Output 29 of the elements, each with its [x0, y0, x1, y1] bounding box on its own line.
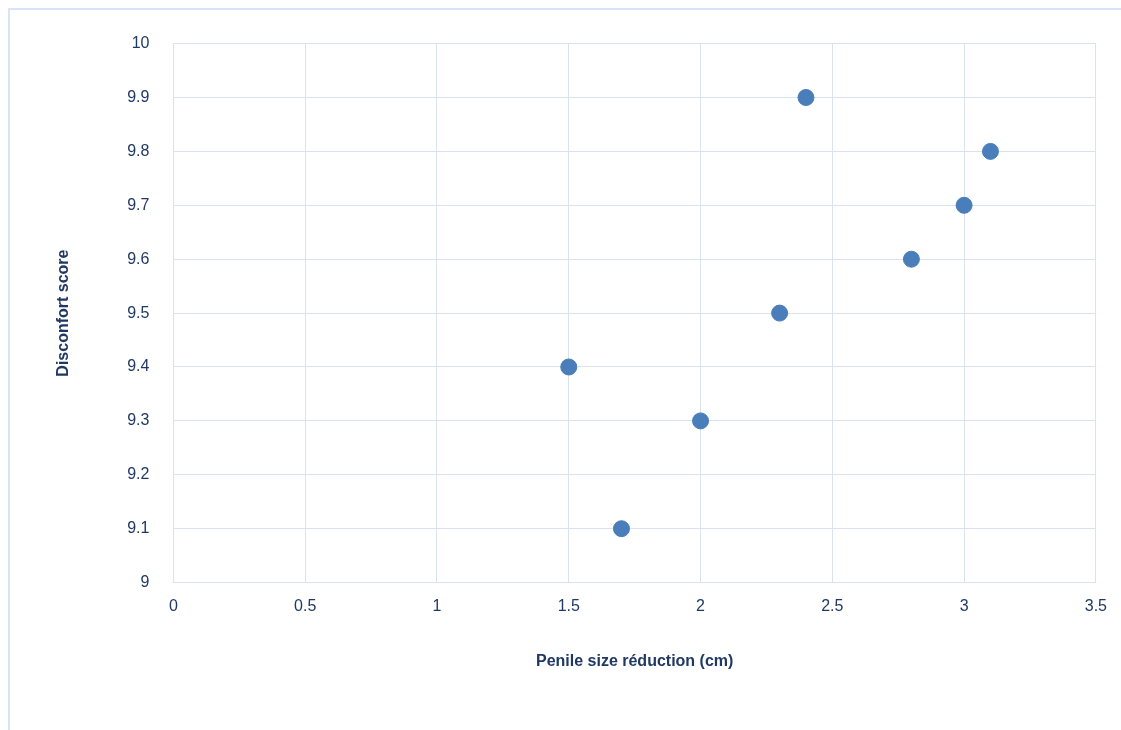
point — [692, 412, 710, 430]
point — [612, 520, 630, 538]
x-tick-label: 0 — [168, 596, 178, 614]
point — [560, 358, 578, 376]
y-tick-label: 9.9 — [127, 87, 150, 105]
point — [955, 196, 973, 214]
y-tick-label: 9 — [140, 573, 150, 591]
y-tick-label: 9.8 — [127, 141, 150, 159]
x-tick-label: 1.5 — [557, 596, 580, 614]
y-tick-label: 9.6 — [127, 249, 150, 267]
x-tick-label: 2.5 — [821, 596, 844, 614]
x-tick-label: 3 — [959, 596, 969, 614]
point — [902, 250, 920, 268]
y-tick-label: 9.7 — [127, 195, 150, 213]
x-tick-label: 2 — [696, 596, 706, 614]
y-axis-title: Disconfort score — [54, 249, 72, 377]
y-tick-label: 9.3 — [127, 411, 150, 429]
point — [981, 142, 999, 160]
x-tick-label: 0.5 — [294, 596, 317, 614]
y-tick-label: 9.1 — [127, 519, 150, 537]
y-tick-label: 10 — [131, 34, 150, 52]
y-tick-label: 9.2 — [127, 465, 150, 483]
y-tick-label: 9.5 — [127, 303, 150, 321]
x-axis-title: Penile size réduction (cm) — [535, 651, 734, 669]
y-tick-label: 9.4 — [127, 357, 150, 375]
x-tick-label: 3.5 — [1084, 596, 1108, 614]
point — [771, 304, 789, 322]
point — [797, 89, 815, 106]
x-tick-label: 1 — [432, 596, 442, 614]
